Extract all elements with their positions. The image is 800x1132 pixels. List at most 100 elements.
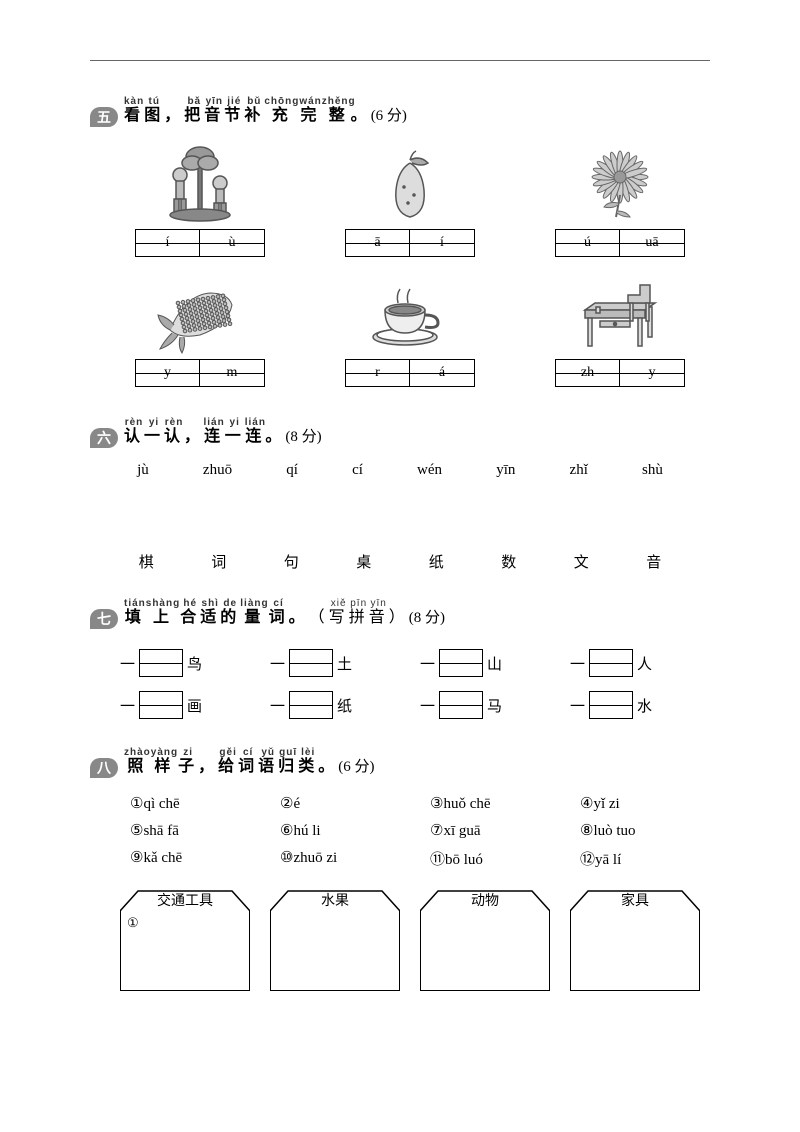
measure-blank[interactable]	[289, 649, 333, 677]
s5-item: ā í	[330, 145, 490, 257]
section-8-header: 八 照zhào样yàng子zi，给gěi词cí语yǔ归guī类lèi。 (6 分…	[90, 747, 710, 776]
measure-post: 山	[487, 653, 502, 674]
s5-item: zh y	[540, 275, 700, 387]
house-roof: 动物	[420, 889, 550, 911]
pinyin-blank[interactable]: ú uā	[555, 229, 685, 257]
word-item: ⑩zhuō zi	[280, 848, 400, 869]
match-char[interactable]: 音	[646, 551, 661, 572]
word-number: ⑪	[430, 852, 445, 868]
section-7-title: 填tián上shàng合hé适shì的de量liàng词cí。	[124, 598, 309, 627]
house-body[interactable]	[270, 911, 400, 991]
measure-item: 一 土	[270, 649, 400, 677]
word-item: ④yǐ zi	[580, 794, 700, 813]
match-pinyin[interactable]: cí	[352, 462, 363, 479]
word-pinyin: é	[293, 796, 300, 812]
measure-blank[interactable]	[439, 691, 483, 719]
pinyin-blank[interactable]: r á	[345, 359, 475, 387]
measure-blank[interactable]	[139, 649, 183, 677]
word-pinyin: hú li	[293, 823, 320, 839]
measure-item: 一 山	[420, 649, 550, 677]
match-pinyin[interactable]: zhuō	[203, 462, 232, 479]
s5-item: r á	[330, 275, 490, 387]
house-label: 动物	[471, 894, 499, 909]
pinyin-blank[interactable]: y m	[135, 359, 265, 387]
measure-pre: 一	[120, 653, 135, 674]
match-pinyin[interactable]: qí	[286, 462, 298, 479]
house-label: 交通工具	[157, 894, 213, 909]
measure-blank[interactable]	[439, 649, 483, 677]
match-char[interactable]: 棋	[139, 551, 154, 572]
match-pinyin[interactable]: wén	[417, 462, 442, 479]
pinyin-blank[interactable]: í ù	[135, 229, 265, 257]
measure-pre: 一	[420, 653, 435, 674]
house-label: 水果	[321, 894, 349, 909]
section-7-subtitle: （写xiě拼pīn音yīn）	[309, 598, 409, 627]
corn-icon	[145, 275, 255, 355]
section-6-points: (8 分)	[285, 425, 321, 446]
section-5: 五 看kàn图tú，把bǎ音yīn节jié补bǔ充chōng完wán整zhěng…	[90, 96, 710, 397]
desk-icon	[565, 275, 675, 355]
section-5-grid: í ù ā í ú uā	[90, 135, 710, 397]
match-pinyin[interactable]: yīn	[496, 462, 515, 479]
section-6: 六 认rèn一yi认rèn，连lián一yi连lián。 (8 分) jùzhu…	[90, 417, 710, 578]
match-char[interactable]: 文	[574, 551, 589, 572]
measure-post: 画	[187, 695, 202, 716]
word-item: ⑧luò tuo	[580, 821, 700, 840]
house-roof: 家具	[570, 889, 700, 911]
measure-blank[interactable]	[589, 649, 633, 677]
word-pinyin: yǐ zi	[593, 796, 619, 812]
measure-pre: 一	[120, 695, 135, 716]
measure-pre: 一	[570, 653, 585, 674]
house-roof: 交通工具	[120, 889, 250, 911]
measure-blank[interactable]	[139, 691, 183, 719]
section-8-title: 照zhào样yàng子zi，给gěi词cí语yǔ归guī类lèi。	[124, 747, 338, 776]
house-body[interactable]	[420, 911, 550, 991]
section-7-header: 七 填tián上shàng合hé适shì的de量liàng词cí。 （写xiě拼…	[90, 598, 710, 627]
measure-item: 一 水	[570, 691, 700, 719]
section-5-number: 五	[90, 107, 118, 127]
word-item: ⑤shā fā	[130, 821, 250, 840]
section-8-words: ①qì chē②é③huǒ chē④yǐ zi⑤shā fā⑥hú li⑦xī …	[90, 786, 710, 879]
measure-blank[interactable]	[289, 691, 333, 719]
word-pinyin: zhuō zi	[293, 850, 337, 866]
word-number: ⑩	[280, 850, 293, 866]
category-house: 家具	[570, 889, 700, 991]
section-7-points: (8 分)	[409, 606, 445, 627]
category-house: 交通工具 ①	[120, 889, 250, 991]
match-pinyin[interactable]: shù	[642, 462, 663, 479]
match-char[interactable]: 桌	[356, 551, 371, 572]
measure-item: 一 纸	[270, 691, 400, 719]
page-top-rule	[90, 60, 710, 61]
match-char[interactable]: 纸	[429, 551, 444, 572]
pinyin-blank[interactable]: zh y	[555, 359, 685, 387]
word-number: ⑧	[580, 823, 593, 839]
match-char[interactable]: 词	[211, 551, 226, 572]
section-6-number: 六	[90, 428, 118, 448]
house-body[interactable]	[570, 911, 700, 991]
measure-item: 一 画	[120, 691, 250, 719]
section-8: 八 照zhào样yàng子zi，给gěi词cí语yǔ归guī类lèi。 (6 分…	[90, 747, 710, 991]
measure-blank[interactable]	[589, 691, 633, 719]
word-item: ②é	[280, 794, 400, 813]
section-5-points: (6 分)	[371, 104, 407, 125]
word-pinyin: luò tuo	[593, 823, 635, 839]
pinyin-blank[interactable]: ā í	[345, 229, 475, 257]
pear-icon	[355, 145, 465, 225]
measure-post: 水	[637, 695, 652, 716]
word-pinyin: huǒ chē	[443, 796, 490, 812]
section-8-points: (6 分)	[338, 755, 374, 776]
measure-pre: 一	[270, 695, 285, 716]
section-7-grid: 一 鸟 一 土 一 山 一 人 一 画 一 纸 一 马 一	[90, 637, 710, 727]
house-body[interactable]: ①	[120, 911, 250, 991]
match-char[interactable]: 数	[501, 551, 516, 572]
match-pinyin[interactable]: jù	[137, 462, 149, 479]
chrysanthemum-icon	[565, 145, 675, 225]
match-pinyin[interactable]: zhǐ	[570, 462, 588, 479]
match-char[interactable]: 句	[284, 551, 299, 572]
word-item: ⑪bō luó	[430, 848, 550, 869]
word-item: ①qì chē	[130, 794, 250, 813]
section-8-houses: 交通工具 ① 水果 动物 家具	[90, 879, 710, 991]
measure-pre: 一	[420, 695, 435, 716]
section-7-number: 七	[90, 609, 118, 629]
section-5-header: 五 看kàn图tú，把bǎ音yīn节jié补bǔ充chōng完wán整zhěng…	[90, 96, 710, 125]
